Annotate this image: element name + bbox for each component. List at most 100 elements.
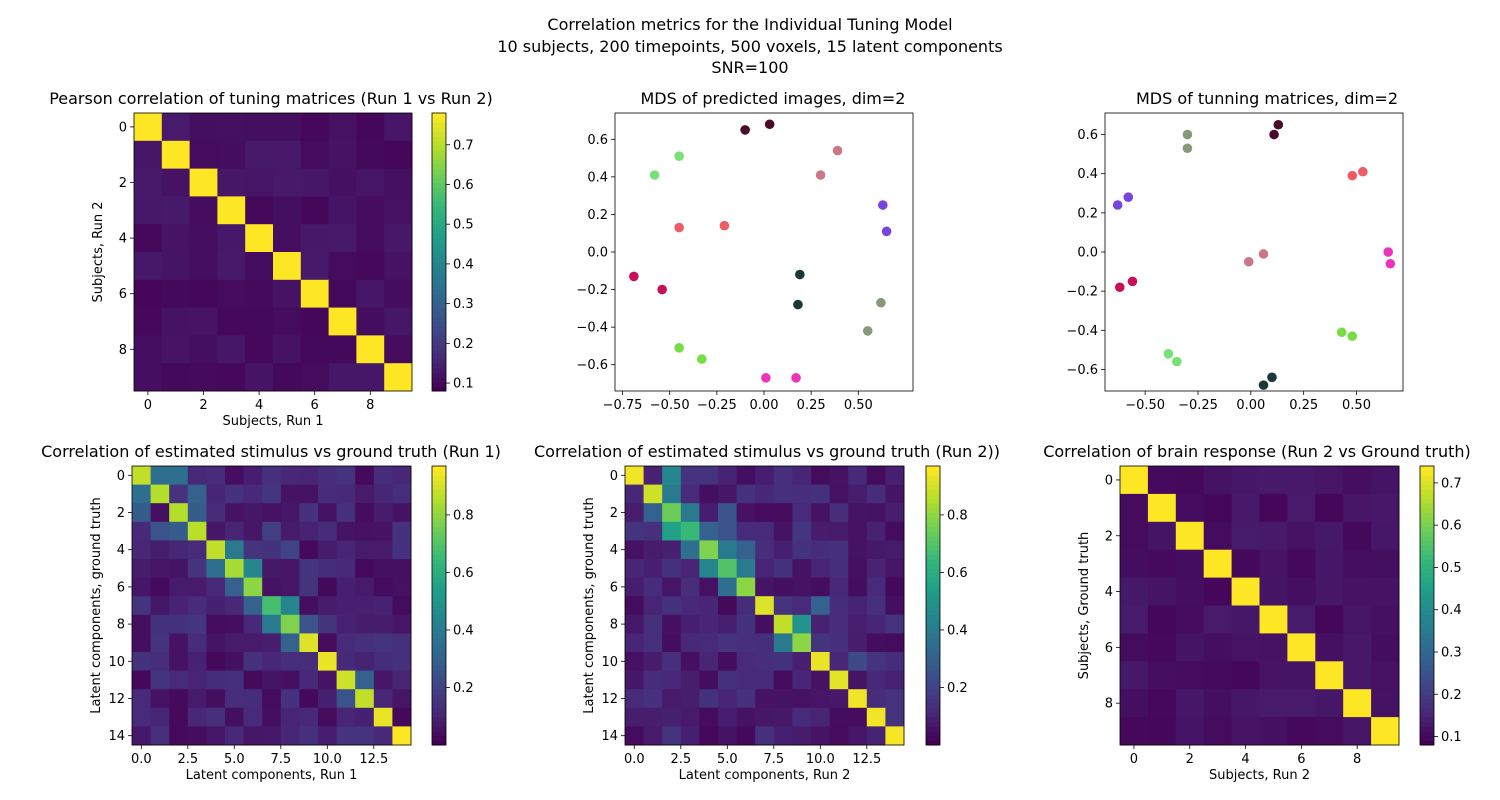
colorbar: 0.1 0.2 0.3 0.4 0.5 0.6 0.7 (1419, 465, 1462, 746)
colorbar-segment (432, 489, 446, 495)
plot-frame (131, 465, 412, 746)
colorbar-segment (926, 526, 940, 532)
heatmap-cell (355, 596, 375, 616)
heatmap-cell (792, 484, 812, 504)
scatter-point (696, 354, 707, 364)
heatmap-cell (217, 196, 246, 225)
heatmap-cell (866, 670, 886, 690)
heatmap-cell (848, 484, 868, 504)
heatmap-cell (169, 484, 189, 504)
heatmap-cell (625, 484, 644, 504)
heatmap-cell (225, 484, 244, 504)
heatmap-cell (262, 670, 282, 690)
heatmap-cell (187, 614, 207, 634)
heatmap-cell (1371, 661, 1400, 690)
heatmap-cell (848, 633, 868, 653)
heatmap-cell (336, 521, 356, 541)
y-tick-label: 6 (1105, 641, 1113, 656)
heatmap-cell (373, 484, 393, 504)
colorbar-segment (926, 549, 940, 555)
scatter-point (1112, 200, 1123, 210)
y-tick-label: 0 (117, 469, 125, 484)
colorbar-segment (432, 321, 446, 327)
heatmap-cell (299, 633, 319, 653)
heatmap-cell (243, 652, 263, 671)
heatmap-cell (336, 707, 356, 727)
heatmap-cell (355, 484, 375, 504)
heatmap-cell (262, 707, 282, 727)
heatmap-cell (680, 670, 700, 690)
heatmap-cell (625, 670, 644, 690)
colorbar-segment (926, 475, 940, 481)
x-axis-label: Latent components, Run 1 (186, 768, 358, 783)
y-tick-label: 4 (610, 543, 618, 558)
heatmap-cell (792, 689, 812, 709)
heatmap-cell (773, 652, 793, 671)
colorbar-segment (432, 242, 446, 248)
colorbar-segment (432, 600, 446, 606)
heatmap-cell (262, 466, 282, 485)
x-tick-label: 0 (1130, 752, 1138, 767)
heatmap-cell (1315, 521, 1344, 551)
colorbar-segment (432, 228, 446, 234)
colorbar-segment (432, 233, 446, 239)
heatmap-cell (392, 503, 412, 523)
heatmap-cell (373, 466, 393, 485)
heatmap-cell (134, 252, 163, 281)
heatmap-cell (1231, 493, 1260, 523)
heatmap-cell (328, 363, 357, 392)
heatmap-cell (243, 726, 263, 746)
heatmap-cell (373, 670, 393, 690)
heatmap-cell (1287, 605, 1316, 634)
heatmap-cell (384, 168, 413, 197)
heatmap-cell (736, 670, 756, 690)
colorbar-segment (432, 675, 446, 681)
heatmap-cell (792, 596, 812, 616)
heatmap-cell (132, 707, 151, 727)
heatmap-cell (206, 614, 226, 634)
heatmap-cell (225, 633, 244, 653)
colorbar-segment (432, 577, 446, 583)
colorbar-segment (432, 270, 446, 276)
heatmap-cell (206, 707, 226, 727)
heatmap-cell (355, 726, 375, 746)
y-tick-label: 2 (610, 506, 618, 521)
colorbar-tick-label: 0.2 (453, 681, 474, 696)
heatmap-cell (755, 596, 775, 616)
y-tick-label: 2 (119, 176, 127, 191)
colorbar-segment (926, 652, 940, 658)
heatmap-cell (225, 670, 244, 690)
colorbar-segment (1420, 721, 1434, 727)
heatmap-cell (134, 335, 163, 364)
y-tick-label: 6 (117, 580, 125, 595)
y-tick-label: −0.4 (576, 321, 608, 336)
heatmap-cell (829, 670, 849, 690)
colorbar-segment (926, 503, 940, 509)
heatmap-cell (1175, 717, 1205, 746)
heatmap-cell (811, 521, 830, 541)
colorbar-segment (926, 661, 940, 667)
heatmap-cell (1203, 605, 1232, 634)
colorbar-tick-label: 0.8 (947, 508, 968, 523)
heatmap-cell (373, 559, 393, 578)
heatmap-cell (300, 279, 329, 308)
colorbar-segment (432, 466, 446, 472)
colorbar-segment (432, 614, 446, 620)
colorbar-segment (432, 187, 446, 193)
heatmap-cell (625, 521, 644, 541)
heatmap-cell (262, 652, 282, 671)
heatmap-cell (189, 252, 218, 281)
y-tick-label: 0.4 (1077, 167, 1098, 182)
heatmap-cell (280, 521, 300, 541)
colorbar-segment (926, 568, 940, 574)
heatmap-cell (662, 707, 682, 727)
heatmap-cell (262, 596, 282, 616)
heatmap-cell (355, 689, 375, 709)
heatmap-cell (225, 689, 244, 709)
heatmap-cell (187, 633, 207, 653)
colorbar-segment (432, 665, 446, 672)
heatmap-cell (318, 484, 337, 504)
heatmap-cell (680, 559, 700, 578)
heatmap-cell (384, 307, 413, 336)
heatmap-cell (189, 113, 218, 142)
